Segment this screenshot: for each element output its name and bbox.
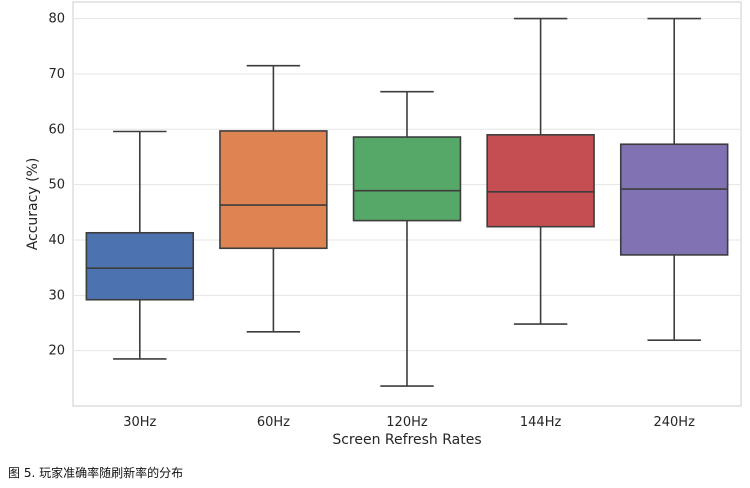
x-tick-label: 60Hz <box>257 415 290 430</box>
y-tick-label: 40 <box>48 233 65 248</box>
figure-caption: 图 5. 玩家准确率随刷新率的分布 <box>8 466 184 480</box>
y-tick-label: 30 <box>48 288 65 303</box>
box-240Hz <box>619 17 729 341</box>
box-144Hz <box>486 17 595 325</box>
y-tick-label: 60 <box>48 122 65 137</box>
iqr-box <box>219 130 328 250</box>
iqr-box <box>619 143 729 256</box>
box-120Hz <box>352 90 462 387</box>
iqr-box <box>352 136 462 222</box>
y-tick-label: 70 <box>48 67 65 82</box>
y-tick-label: 20 <box>48 344 65 359</box>
box-30Hz <box>85 130 195 360</box>
x-tick-label: 144Hz <box>520 415 562 430</box>
box-60Hz <box>219 64 328 333</box>
y-axis-ticks: 20 30 40 50 60 70 80 <box>48 12 65 359</box>
box-plot-chart: 20 30 40 50 60 70 80 30Hz 60Hz 120Hz 144Hz 240Hz S… <box>25 1 742 448</box>
x-tick-label: 120Hz <box>386 415 428 430</box>
y-axis-label: Accuracy (%) <box>25 158 41 251</box>
x-axis-label: Screen Refresh Rates <box>332 432 481 448</box>
y-tick-label: 80 <box>48 12 65 27</box>
box-series <box>85 17 729 387</box>
x-axis-ticks: 30Hz 60Hz 120Hz 144Hz 240Hz <box>123 415 695 430</box>
x-tick-label: 30Hz <box>123 415 156 430</box>
x-tick-label: 240Hz <box>653 415 695 430</box>
y-tick-label: 50 <box>48 178 65 193</box>
iqr-box <box>486 134 595 228</box>
iqr-box <box>85 231 195 301</box>
